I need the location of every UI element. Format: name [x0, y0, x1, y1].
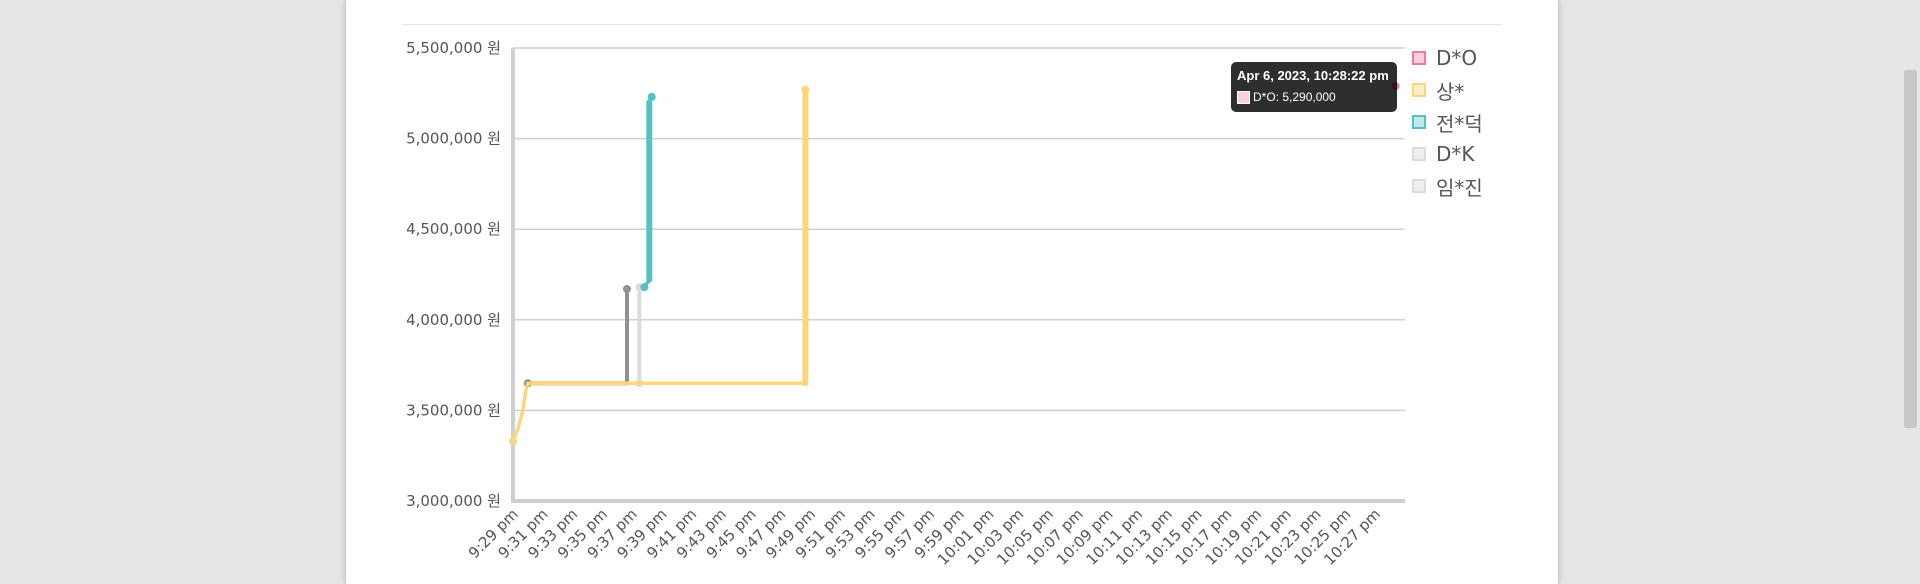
- series-line: [525, 287, 629, 386]
- tooltip-row: D*O: 5,290,000: [1237, 90, 1336, 104]
- data-point: [647, 92, 656, 101]
- top-divider: [402, 24, 1502, 25]
- legend-swatch: [1412, 147, 1426, 161]
- y-tick-label: 3,500,000 원: [406, 401, 501, 419]
- legend-label: 임*진: [1436, 175, 1483, 200]
- series-line: [511, 87, 808, 443]
- tooltip-label: D*O: 5,290,000: [1253, 90, 1336, 104]
- legend-label: 전*덕: [1436, 111, 1483, 136]
- y-tick-label: 4,500,000 원: [406, 220, 501, 238]
- chart-tooltip: Apr 6, 2023, 10:28:22 pm D*O: 5,290,000: [1231, 62, 1397, 112]
- series-lines: [509, 82, 1400, 446]
- tooltip-title: Apr 6, 2023, 10:28:22 pm: [1237, 68, 1389, 83]
- axes: [511, 48, 1405, 503]
- x-axis-tick-labels: 9:29 pm9:31 pm9:33 pm9:35 pm9:37 pm9:39 …: [465, 505, 1384, 569]
- y-tick-label: 5,000,000 원: [406, 130, 501, 148]
- tooltip-swatch: [1237, 90, 1250, 104]
- legend-label: D*O: [1436, 46, 1478, 70]
- y-tick-label: 3,000,000 원: [406, 492, 501, 510]
- legend-item-sang[interactable]: 상*: [1412, 74, 1483, 106]
- legend-item-im-jin[interactable]: 임*진: [1412, 170, 1483, 202]
- y-tick-label: 4,000,000 원: [406, 311, 501, 329]
- data-point: [509, 437, 517, 446]
- grid-lines: [513, 47, 1405, 412]
- data-point: [622, 284, 631, 293]
- data-point: [640, 283, 649, 292]
- legend-label: D*K: [1436, 142, 1475, 166]
- chart-legend: D*O 상* 전*덕 D*K 임*진: [1412, 42, 1483, 202]
- scrollbar-thumb[interactable]: [1904, 70, 1917, 428]
- y-axis-tick-labels: 5,500,000 원 5,000,000 원 4,500,000 원 4,000,0…: [406, 39, 501, 510]
- y-tick-label: 5,500,000 원: [406, 39, 501, 57]
- data-point: [801, 85, 810, 94]
- legend-label: 상*: [1436, 79, 1465, 104]
- legend-item-d-o[interactable]: D*O: [1412, 42, 1483, 74]
- legend-item-d-k[interactable]: D*K: [1412, 138, 1483, 170]
- legend-swatch: [1412, 115, 1426, 129]
- legend-swatch: [1412, 179, 1426, 193]
- legend-swatch: [1412, 83, 1426, 97]
- legend-swatch: [1412, 51, 1426, 65]
- legend-item-jeon-deok[interactable]: 전*덕: [1412, 106, 1483, 138]
- vertical-scrollbar[interactable]: [1902, 0, 1920, 584]
